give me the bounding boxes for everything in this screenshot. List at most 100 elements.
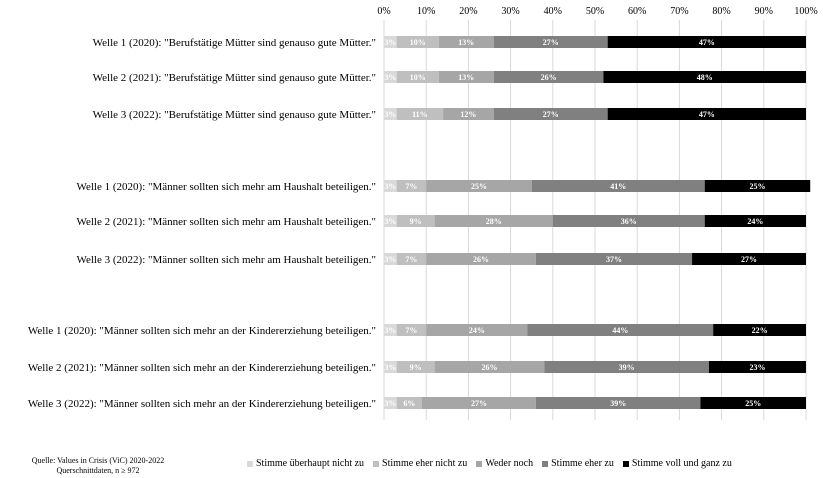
bar-segment	[434, 215, 553, 227]
data-label: 6%	[403, 399, 415, 408]
data-label: 26%	[541, 73, 557, 82]
bar-segment	[396, 71, 439, 83]
bar-segment	[384, 253, 397, 265]
stacked-bar-chart: 0% 10% 20% 30% 40% 50% 60% 70% 80% 90% 100% Welle 1…	[28, 6, 818, 420]
data-label: 25%	[471, 182, 487, 191]
legend-swatch	[247, 460, 253, 467]
bar-segment	[713, 324, 806, 336]
data-label: 48%	[697, 73, 713, 82]
legend-swatch	[622, 460, 629, 467]
data-label: 44%	[612, 326, 628, 335]
bar-segment	[493, 108, 608, 120]
data-label: 47%	[699, 110, 715, 119]
bar-segment	[396, 180, 427, 192]
data-label: 3%	[384, 217, 396, 226]
bar-segment	[607, 108, 806, 120]
x-tick-label: 0%	[377, 6, 390, 17]
data-label: 7%	[405, 255, 417, 264]
category-label: Welle 3 (2022): "Männer sollten sich meh…	[76, 254, 376, 266]
data-label: 3%	[384, 363, 396, 372]
data-label: 3%	[384, 38, 396, 47]
legend-item: Stimme eher zu	[542, 458, 614, 469]
data-label: 23%	[749, 363, 765, 372]
data-label: 3%	[384, 326, 396, 335]
bar-segment	[396, 324, 427, 336]
category-label: Welle 3 (2022): "Männer sollten sich meh…	[28, 398, 376, 410]
category-label: Welle 2 (2021): "Männer sollten sich meh…	[76, 216, 376, 228]
bar-segment	[493, 71, 604, 83]
data-label: 39%	[619, 363, 635, 372]
data-label: 13%	[458, 38, 474, 47]
x-tick-label: 10%	[417, 6, 435, 17]
bar-segment	[396, 397, 422, 409]
bar-segment	[384, 180, 397, 192]
data-label: 27%	[471, 399, 487, 408]
x-tick-label: 90%	[755, 6, 773, 17]
bar-segment	[704, 215, 806, 227]
category-label: Welle 1 (2020): "Berufstätige Mütter sin…	[93, 37, 376, 49]
bar-segment	[384, 71, 397, 83]
data-label: 25%	[745, 399, 761, 408]
data-label: 24%	[469, 326, 485, 335]
bar-segment	[527, 324, 714, 336]
data-label: 3%	[384, 73, 396, 82]
data-label: 27%	[543, 38, 559, 47]
data-label: 3%	[384, 182, 396, 191]
bar-segment	[438, 71, 494, 83]
bar-segment	[384, 324, 397, 336]
bar-segment	[700, 397, 806, 409]
bar-segment	[384, 215, 397, 227]
category-label: Welle 2 (2021): "Berufstätige Mütter sin…	[93, 72, 376, 84]
data-label: 41%	[610, 182, 626, 191]
data-label: 22%	[752, 326, 768, 335]
x-tick-label: 20%	[459, 6, 477, 17]
data-label: 36%	[621, 217, 637, 226]
data-label: 47%	[699, 38, 715, 47]
data-label: 7%	[405, 326, 417, 335]
data-label: 10%	[410, 38, 426, 47]
data-label: 13%	[458, 73, 474, 82]
category-label: Welle 1 (2020): "Männer sollten sich meh…	[76, 181, 376, 193]
bar-segment	[426, 253, 536, 265]
data-label: 26%	[473, 255, 489, 264]
legend-item: Stimme voll und ganz zu	[622, 458, 732, 469]
chart-legend: Stimme überhaupt nicht zu Stimme eher nic…	[247, 458, 732, 469]
bar-segment	[607, 36, 806, 48]
data-label: 3%	[384, 255, 396, 264]
data-label: 37%	[606, 255, 622, 264]
bar-segment	[603, 71, 806, 83]
category-label: Welle 1 (2020): "Männer sollten sich meh…	[28, 325, 376, 337]
x-tick-label: 70%	[670, 6, 688, 17]
legend-label: Weder noch	[485, 458, 534, 469]
x-tick-label: 50%	[586, 6, 604, 17]
data-label: 24%	[747, 217, 763, 226]
bar-segment	[692, 253, 806, 265]
bar-segment	[384, 397, 397, 409]
category-label: Welle 2 (2021): "Männer sollten sich meh…	[28, 362, 376, 374]
legend-label: Stimme überhaupt nicht zu	[256, 458, 365, 469]
bar-segment	[384, 108, 397, 120]
data-label: 25%	[749, 182, 765, 191]
data-label: 28%	[486, 217, 502, 226]
data-label: 27%	[543, 110, 559, 119]
data-label: 10%	[410, 73, 426, 82]
bar-segment	[421, 397, 536, 409]
legend-swatch	[373, 460, 380, 467]
bar-segment	[396, 215, 435, 227]
bar-segment	[544, 361, 709, 373]
bar-segment	[438, 36, 494, 48]
bar-segment	[535, 253, 693, 265]
data-label: 3%	[384, 399, 396, 408]
bar-segment	[396, 253, 427, 265]
data-label: 9%	[410, 217, 422, 226]
legend-label: Stimme eher nicht zu	[382, 458, 468, 469]
x-tick-label: 100%	[794, 6, 817, 17]
legend-label: Stimme voll und ganz zu	[631, 458, 732, 469]
bar-segment	[708, 361, 806, 373]
bar-segment	[493, 36, 608, 48]
source-note: Quelle: Values in Crisis (ViC) 2020-2022…	[14, 456, 182, 476]
bar-segment	[396, 108, 444, 120]
data-label: 39%	[610, 399, 626, 408]
data-label: 12%	[460, 110, 476, 119]
bar-segment	[552, 215, 705, 227]
